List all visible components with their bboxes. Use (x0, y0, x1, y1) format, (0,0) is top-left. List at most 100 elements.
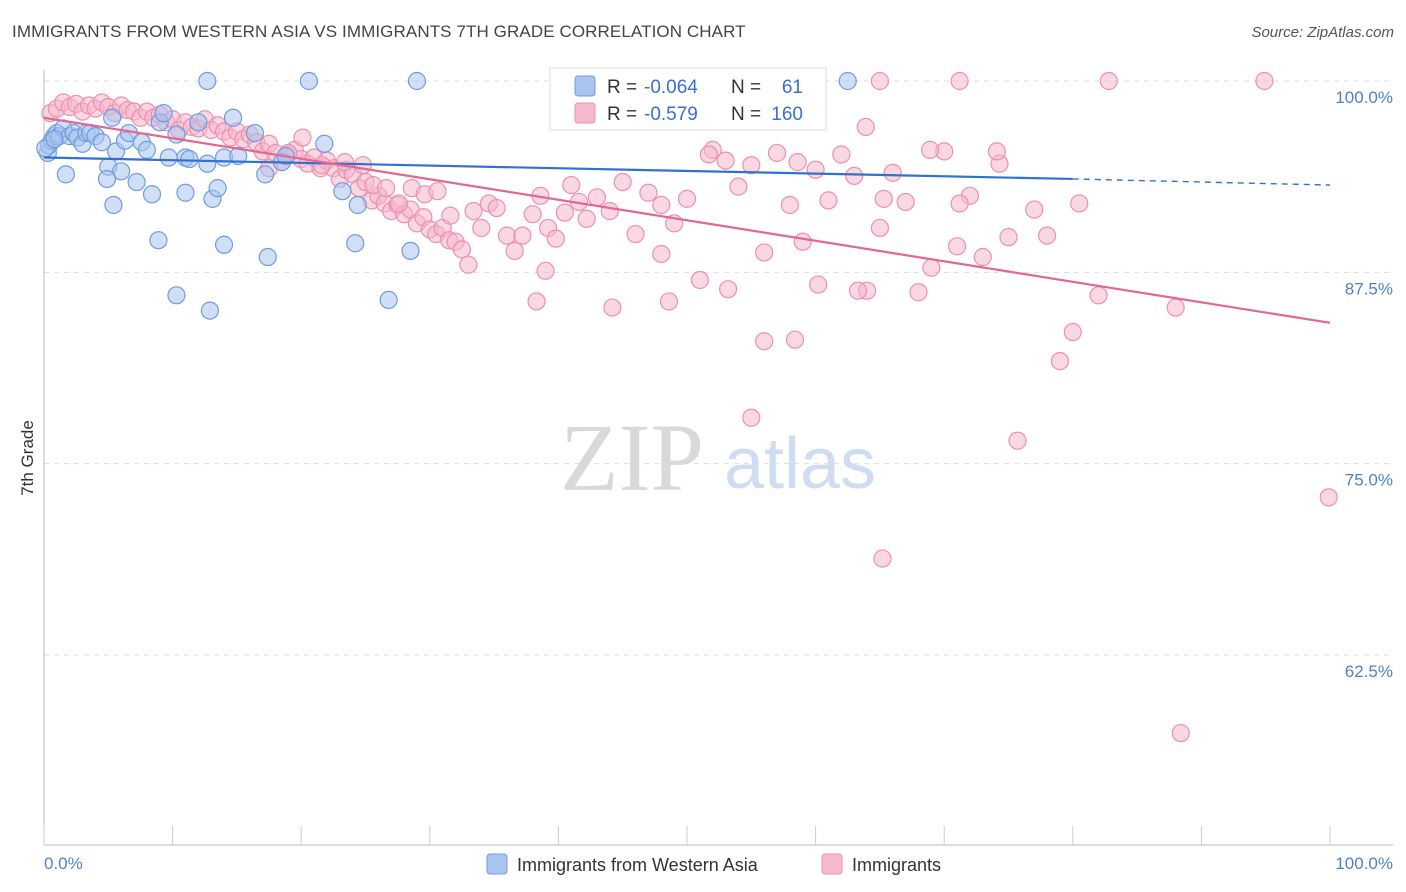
bottom-legend-swatch-western-asia (486, 853, 508, 875)
immigrants-point (870, 71, 890, 91)
immigrants-point (389, 194, 409, 213)
immigrants-point (677, 189, 697, 208)
immigrants-point (716, 151, 735, 170)
western-asia-point (149, 231, 168, 250)
immigrants-point (742, 408, 761, 427)
immigrants-point (587, 188, 607, 207)
legend-r-value-2: -0.579 (644, 104, 698, 125)
trend-line-immigrants (43, 116, 1331, 324)
immigrants-point (947, 237, 967, 256)
x-ticks (43, 826, 1331, 845)
immigrants-point (873, 549, 892, 568)
legend: R = -0.064 N = 61 R = -0.579 N = 160 (549, 67, 827, 131)
legend-r-label-1: R = (607, 77, 637, 98)
immigrants-point (973, 247, 992, 267)
western-asia-point (258, 247, 277, 267)
legend-n-label-1: N = (731, 77, 761, 98)
immigrants-point (513, 226, 532, 245)
series-western-asia-points (36, 71, 857, 320)
immigrants-point (1025, 200, 1044, 219)
watermark: ZIP atlas (560, 404, 876, 511)
western-asia-point (103, 108, 122, 127)
western-asia-point (200, 301, 219, 320)
grid-lines (44, 80, 1393, 656)
immigrants-point (312, 156, 331, 175)
immigrants-point (536, 261, 555, 280)
western-asia-point (198, 154, 217, 173)
immigrants-point (546, 229, 565, 248)
legend-swatch-western-asia (574, 75, 596, 97)
immigrants-point (896, 192, 915, 212)
immigrants-point (690, 270, 709, 290)
immigrants-point (577, 209, 596, 228)
western-asia-point (407, 71, 427, 91)
immigrants-point (1008, 431, 1027, 450)
trend-line-western-asia-extension (1072, 178, 1331, 186)
western-asia-point (333, 182, 352, 201)
western-asia-point (97, 169, 117, 189)
western-asia-point (56, 165, 75, 184)
western-asia-point (379, 290, 398, 309)
immigrants-point (335, 153, 355, 172)
immigrants-point (788, 153, 807, 172)
immigrants-point (793, 232, 812, 251)
immigrants-point (999, 228, 1018, 247)
immigrants-point (832, 145, 851, 164)
immigrants-point (626, 224, 645, 244)
western-asia-point (256, 165, 275, 184)
y-tick-label: 100.0% (1335, 88, 1393, 107)
western-asia-point (159, 148, 178, 167)
immigrants-point (755, 332, 774, 351)
immigrants-point (1070, 194, 1089, 213)
western-asia-point (176, 183, 195, 202)
immigrants-point (1171, 723, 1190, 743)
trend-lines (43, 116, 1331, 324)
western-asia-point (214, 235, 234, 254)
immigrants-point (555, 203, 574, 222)
watermark-atlas: atlas (724, 424, 876, 504)
immigrants-point (729, 177, 748, 196)
immigrants-point (780, 195, 799, 215)
immigrants-point (809, 275, 828, 294)
immigrants-point (523, 205, 542, 224)
western-asia-point (92, 133, 111, 152)
y-tick-label: 87.5% (1345, 279, 1393, 298)
immigrants-point (376, 179, 396, 198)
western-asia-point (229, 146, 248, 166)
immigrants-point (464, 202, 483, 221)
bottom-legend-swatch-immigrants (821, 853, 843, 875)
watermark-zip: ZIP (560, 404, 704, 511)
immigrants-point (1063, 322, 1082, 342)
x-tick-label-min: 0.0% (44, 854, 83, 873)
western-asia-point (45, 130, 64, 149)
source-credit: Source: ZipAtlas.com (1251, 24, 1394, 41)
immigrants-point (785, 330, 805, 349)
immigrants-point (848, 281, 868, 300)
western-asia-point (348, 195, 367, 215)
immigrants-point (1166, 298, 1185, 317)
y-tick-label: 62.5% (1345, 662, 1393, 681)
immigrants-point (1099, 71, 1118, 91)
western-asia-point (223, 108, 243, 127)
immigrants-point (562, 175, 581, 195)
immigrants-point (870, 218, 890, 238)
immigrants-point (652, 244, 671, 264)
legend-n-label-2: N = (731, 104, 761, 125)
legend-box (549, 67, 827, 131)
western-asia-point (299, 71, 319, 91)
immigrants-point (487, 198, 506, 218)
immigrants-point (600, 202, 619, 221)
y-axis-label: 7th Grade (18, 420, 37, 496)
immigrants-point (950, 194, 969, 213)
immigrants-point (1089, 286, 1108, 305)
immigrants-point (719, 280, 738, 299)
immigrants-point (659, 292, 679, 311)
immigrants-point (920, 140, 940, 159)
immigrants-point (441, 206, 460, 225)
immigrants-point (652, 195, 671, 215)
immigrants-point (452, 240, 472, 259)
x-tick-label-max: 100.0% (1335, 854, 1393, 873)
western-asia-point (104, 195, 123, 215)
immigrants-point (613, 172, 632, 192)
